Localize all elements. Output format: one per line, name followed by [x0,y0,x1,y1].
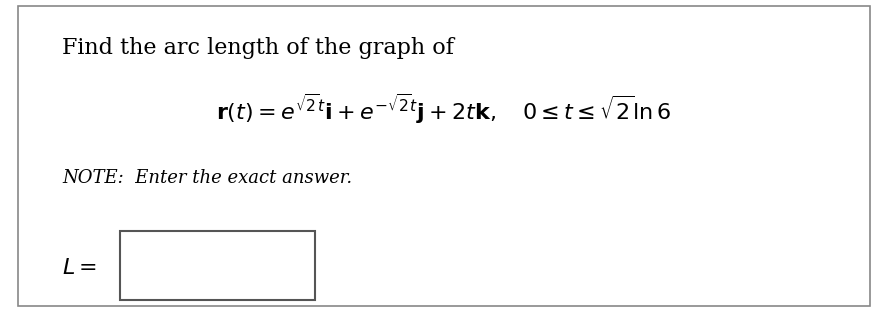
Text: $L =$: $L =$ [62,258,97,278]
Bar [120,231,315,300]
Text: NOTE:  Enter the exact answer.: NOTE: Enter the exact answer. [62,169,353,187]
Text: Find the arc length of the graph of: Find the arc length of the graph of [62,37,454,60]
Text: $\mathbf{r}(t) = e^{\sqrt{2}t}\mathbf{i} + e^{-\sqrt{2}t}\mathbf{j} + 2t\mathbf{: $\mathbf{r}(t) = e^{\sqrt{2}t}\mathbf{i}… [217,92,671,126]
